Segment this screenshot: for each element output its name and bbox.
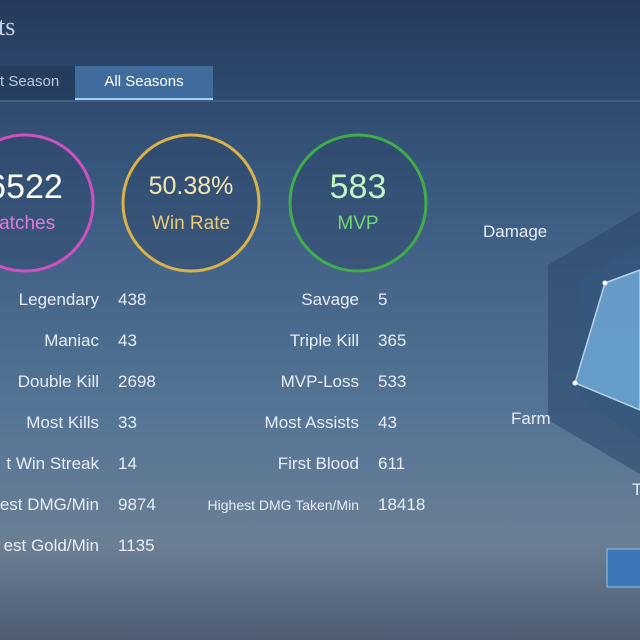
stat-label: MVP-Loss <box>280 372 359 391</box>
stat-value: 5 <box>378 290 388 309</box>
radar-point <box>602 280 608 286</box>
radar-area <box>574 269 640 411</box>
stat-value: 33 <box>118 413 137 432</box>
tab[interactable]: t Season <box>0 73 60 90</box>
stat-label: est DMG/Min <box>0 495 99 514</box>
radar-label: Damage <box>483 222 548 241</box>
stat-label: Highest DMG Taken/Min <box>207 497 359 513</box>
stat-value: 611 <box>378 454 406 473</box>
stat-value: 1135 <box>118 536 155 555</box>
stat-label: t Win Streak <box>6 454 99 473</box>
stat-label: Most Kills <box>26 413 99 432</box>
stat-value: 365 <box>378 331 407 350</box>
stat-value: 18418 <box>378 495 426 514</box>
summary-label: MVP <box>337 213 379 234</box>
stat-label: First Blood <box>277 454 359 473</box>
summary-value: 50.38% <box>148 172 234 200</box>
stat-label: Legendary <box>18 290 99 309</box>
radar-point <box>572 380 578 386</box>
stat-value: 14 <box>118 454 137 473</box>
stat-label: Maniac <box>44 331 99 350</box>
mvp-ring <box>288 133 428 273</box>
summary-value: 6522 <box>0 168 63 206</box>
radar-label: Farm <box>511 409 551 428</box>
stat-value: 438 <box>118 290 147 309</box>
stat-value: 9874 <box>118 495 156 514</box>
tab[interactable]: All Seasons <box>104 73 184 90</box>
stat-label: Triple Kill <box>289 331 359 350</box>
stat-value: 533 <box>378 372 407 391</box>
matches-ring <box>0 133 95 273</box>
summary-label: latches <box>0 213 56 234</box>
radar-label: T <box>632 480 640 499</box>
tab-active-bg <box>75 66 213 100</box>
winrate-ring <box>121 133 261 273</box>
stat-label: Most Assists <box>264 413 359 432</box>
button[interactable] <box>606 548 640 588</box>
stat-value: 2698 <box>118 372 156 391</box>
stat-label: Double Kill <box>17 372 99 391</box>
stat-label: est Gold/Min <box>3 536 99 555</box>
stat-label: Savage <box>301 290 359 309</box>
summary-value: 583 <box>329 168 387 206</box>
stat-value: 43 <box>118 331 137 350</box>
stat-value: 43 <box>378 413 397 432</box>
page-title: ts <box>0 12 16 41</box>
summary-label: Win Rate <box>151 213 231 234</box>
